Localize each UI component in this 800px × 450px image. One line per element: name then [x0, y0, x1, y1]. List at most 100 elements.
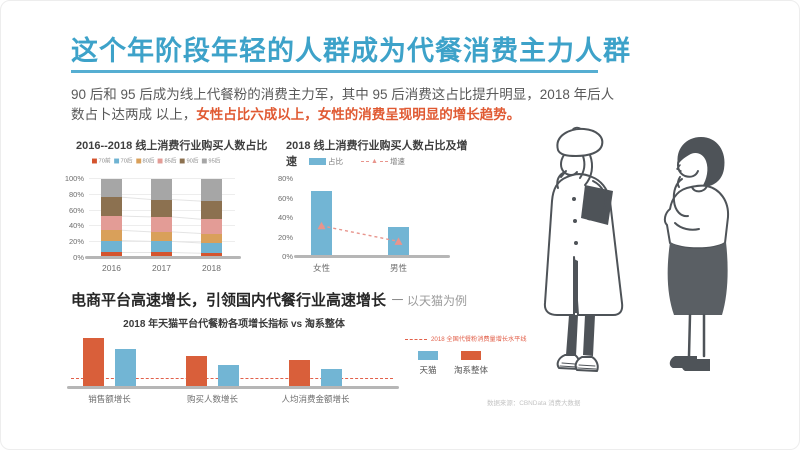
x-tick-label: 女性: [312, 263, 331, 273]
x-tick-label: 销售额增长: [88, 394, 131, 404]
legend-label: 70后: [120, 158, 133, 165]
chart-age-share-legend: 70前 70后 80后 85后 90后 95后: [92, 157, 240, 165]
chart-tmall-growth: 2018 年天猫平台代餐粉各项增长指标 vs 淘系整体 销售额增长 购买人数增长 人…: [67, 315, 399, 415]
y-tick-label: 60%: [68, 205, 84, 215]
data-source-note: 数据来源：CBNData 消费大数据: [487, 400, 581, 407]
bar-男性: [388, 226, 409, 257]
y-tick-label: 20%: [277, 232, 293, 242]
bar-淘系整体-购买人数增长: [186, 356, 207, 388]
growth-line-path: [321, 225, 399, 243]
legend-label: 85后: [164, 158, 177, 165]
legend-label: 占比: [328, 157, 343, 166]
segment-70后: [101, 240, 122, 253]
bar-淘系整体-人均消费金额增长: [289, 360, 310, 388]
triangle-marker-icon: ▲: [371, 158, 378, 165]
segment-70前: [151, 252, 172, 258]
chart-age-share-title: 2016--2018 线上消费行业购买人数占比: [76, 140, 268, 152]
y-tick-label: 60%: [277, 193, 293, 203]
legend-item-天猫: 天猫: [418, 351, 438, 376]
woman-right-figure: [663, 137, 730, 371]
chart-age-share: 2016--2018 线上消费行业购买人数占比 70前 70后 80后 85后 90后 9…: [64, 137, 274, 277]
x-axis-line: [67, 386, 399, 389]
legend-dash: [361, 161, 369, 162]
chart-age-share-plot: 2016 2017 2018 0% 20% 40% 60% 80% 100%: [65, 174, 241, 273]
stacked-bar-2016: [101, 179, 122, 258]
title-underline: [71, 70, 598, 73]
gridline: [89, 178, 235, 179]
legend-item-70后: 70后: [113, 157, 133, 165]
segment-85后: [151, 216, 172, 232]
legend-label: 增速: [389, 157, 405, 166]
intro-text-normal: 90 后和 95 后成为线上代餐粉的消费主力军，其中 95 后消费这占比提升明显…: [71, 87, 615, 122]
connector-line: [171, 252, 202, 254]
x-tick-label: 购买人数增长: [186, 394, 239, 404]
segment-70后: [151, 241, 172, 253]
x-tick-label: 人均消费金额增长: [281, 394, 350, 404]
legend-swatch: [461, 351, 481, 360]
chart-gender-share-plot: 女性 男性 0% 20% 40% 60% 80%: [278, 174, 450, 273]
y-tick-label: 40%: [277, 213, 293, 222]
legend-item-80后: 80后: [135, 157, 155, 165]
legend-item-95后: 95后: [201, 157, 221, 165]
x-tick-label: 男性: [389, 263, 408, 273]
bar-女性: [311, 190, 332, 257]
legend-label: 80后: [142, 158, 155, 165]
x-tick-label: 2017: [152, 263, 171, 273]
stacked-bar-2017: [151, 179, 172, 258]
chart-tmall-growth-title: 2018 年天猫平台代餐粉各项增长指标 vs 淘系整体: [123, 319, 345, 330]
chart-tmall-growth-plot: 销售额增长 购买人数增长 人均消费金额增长: [67, 331, 399, 404]
legend-label: 95后: [208, 158, 221, 165]
legend-swatch: [92, 158, 97, 164]
connector-line: [171, 216, 202, 220]
segment-70前: [201, 253, 222, 258]
segment-90后: [101, 197, 122, 217]
connector-line: [171, 231, 202, 234]
legend-item-bar: 占比: [309, 156, 343, 167]
segment-90后: [151, 199, 172, 217]
legend-dash: [379, 161, 388, 162]
legend-label: 天猫: [419, 365, 437, 375]
bar-天猫-人均消费金额增长: [321, 369, 342, 388]
segment-80后: [101, 230, 122, 241]
series-legend: 天猫 淘系整体: [405, 351, 580, 376]
bar-淘系整体-销售额增长: [83, 338, 104, 388]
segment-70后: [201, 243, 222, 254]
legend-item-line: ▲ 增速: [361, 156, 405, 167]
bar-天猫-销售额增长: [115, 349, 136, 388]
y-tick-label: 40%: [68, 221, 84, 231]
chart-gender-share: 2018 线上消费行业购买人数占比及增速 占比 ▲ 增速 女性 男性 0% 20% 40% 6…: [278, 137, 469, 277]
connector-line: [121, 196, 152, 200]
legend-swatch: [135, 158, 141, 164]
y-tick-label: 0%: [282, 252, 293, 261]
x-tick-label: 2018: [202, 263, 221, 273]
segment-70前: [101, 252, 122, 258]
x-tick-label: 2016: [102, 263, 121, 273]
intro-text-highlight: 女性占比六成以上，女性的消费呈现明显的增长趋势。: [196, 107, 521, 122]
chart-gender-share-title: 2018 线上消费行业购买人数占比及增速: [286, 140, 468, 168]
reference-line-label: 2018 全国代餐粉消费量增长水平线: [431, 336, 527, 343]
y-tick-label: 20%: [68, 237, 84, 247]
x-axis-line: [85, 256, 241, 259]
reference-line-legend: 2018 全国代餐粉消费量增长水平线: [405, 334, 580, 344]
y-tick-label: 80%: [68, 189, 84, 199]
illustration-two-women: [543, 126, 730, 372]
y-tick-label: 80%: [277, 174, 293, 183]
legend-item-85后: 85后: [157, 157, 177, 165]
page-title: 这个年阶段年轻的人群成为代餐消费主力人群: [71, 36, 631, 66]
connector-line: [121, 229, 152, 233]
segment-95后: [201, 179, 222, 202]
section2-title-main: 电商平台高速增长，引领国内代餐行业高速增长: [71, 292, 387, 309]
bar-天猫-购买人数增长: [218, 365, 239, 388]
connector-line: [121, 215, 152, 218]
segment-80后: [201, 233, 222, 243]
legend-swatch: [179, 158, 185, 164]
segment-95后: [151, 179, 172, 200]
y-tick-label: 0%: [73, 253, 84, 262]
section2-title: 电商平台高速增长，引领国内代餐行业高速增长－以天猫为例: [71, 289, 467, 310]
segment-80后: [151, 231, 172, 242]
section2-title-dash: －: [390, 292, 406, 309]
segment-85后: [201, 219, 222, 234]
chart-gender-share-legend: 占比 ▲ 增速: [309, 156, 405, 167]
legend-label: 70前: [98, 158, 111, 165]
